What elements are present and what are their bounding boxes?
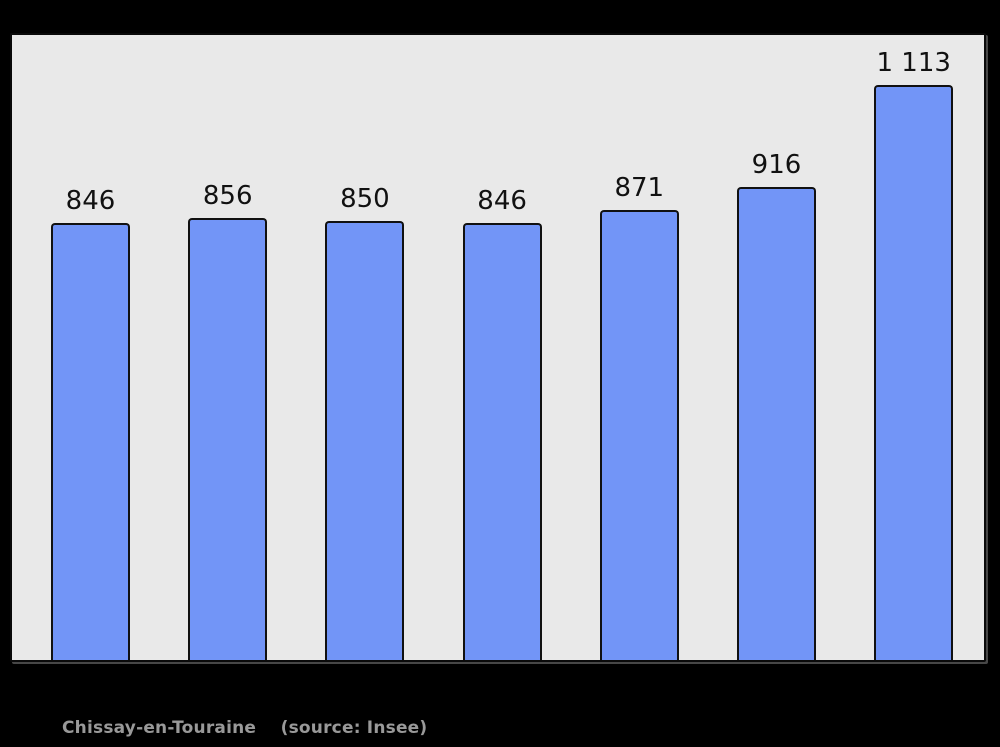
bar-group: 846 — [462, 35, 542, 660]
bar-rect[interactable] — [599, 210, 679, 660]
bar-value-label: 856 — [202, 181, 253, 211]
bar-value-label: 916 — [751, 150, 802, 180]
bar-rect[interactable] — [188, 218, 268, 660]
bar-value-label: 846 — [65, 186, 116, 216]
bar-rect[interactable] — [737, 187, 816, 660]
bar-rect[interactable] — [462, 223, 542, 660]
bar-value-label: 846 — [477, 186, 527, 216]
bar-group: 871 — [599, 35, 679, 660]
bar-rect[interactable] — [325, 221, 405, 660]
bar-value-label: 1 113 — [876, 48, 951, 78]
bar-group: 916 — [737, 35, 816, 660]
bar-rect[interactable] — [51, 223, 130, 660]
bar-group: 856 — [188, 35, 268, 660]
bar-group: 1 113 — [874, 35, 954, 660]
bar-value-label: 850 — [340, 184, 390, 214]
bar-group: 850 — [325, 35, 405, 660]
bar-value-label: 871 — [614, 173, 665, 203]
bar-rect[interactable] — [874, 85, 954, 660]
plot-area: 846 856 850 846 871 916 — [10, 33, 986, 662]
bar-series: 846 856 850 846 871 916 — [12, 35, 984, 660]
chart-caption: Chissay-en-Touraine (source: Insee) — [62, 718, 428, 738]
bar-group: 846 — [51, 35, 130, 660]
